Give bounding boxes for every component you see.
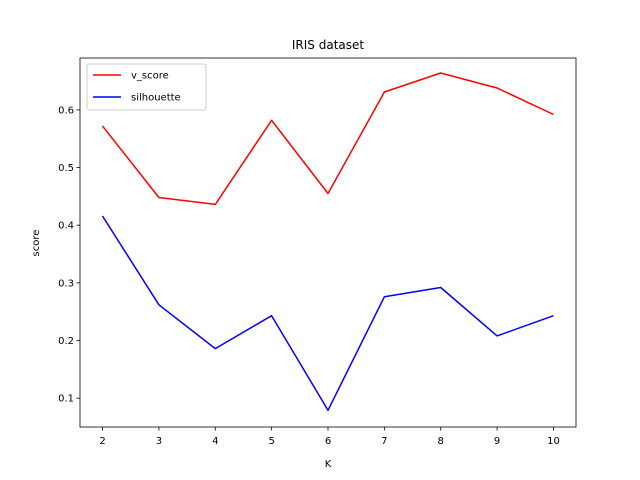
- chart-title: IRIS dataset: [292, 38, 365, 52]
- x-tick-label: 7: [381, 436, 387, 447]
- x-tick-label: 10: [547, 436, 560, 447]
- legend-label-silhouette: silhouette: [131, 93, 181, 104]
- legend-label-v_score: v_score: [131, 71, 169, 82]
- series-line-silhouette: [101, 215, 554, 412]
- series-line-v_score: [101, 72, 554, 206]
- x-tick-label: 2: [99, 436, 105, 447]
- x-axis-label: K: [325, 459, 332, 470]
- legend: v_score silhouette: [86, 63, 207, 111]
- x-tick-label: 6: [325, 436, 331, 447]
- y-tick-label: 0.4: [58, 221, 74, 232]
- x-tick-label: 8: [438, 436, 444, 447]
- y-tick-label: 0.3: [58, 278, 74, 289]
- y-tick-label: 0.5: [58, 163, 74, 174]
- x-tick-label: 9: [494, 436, 500, 447]
- y-axis-label: score: [31, 230, 42, 257]
- y-tick-label: 0.2: [58, 336, 74, 347]
- y-tick-label: 0.6: [58, 105, 74, 116]
- plot-area: 2 3 4 5 6 7 8 9 10 0.1 0.2 0.3 0.4 0.5 0.6: [58, 57, 577, 447]
- y-tick-label: 0.1: [58, 394, 74, 405]
- x-tick-label: 4: [212, 436, 218, 447]
- x-tick-label: 5: [268, 436, 274, 447]
- x-tick-label: 3: [156, 436, 162, 447]
